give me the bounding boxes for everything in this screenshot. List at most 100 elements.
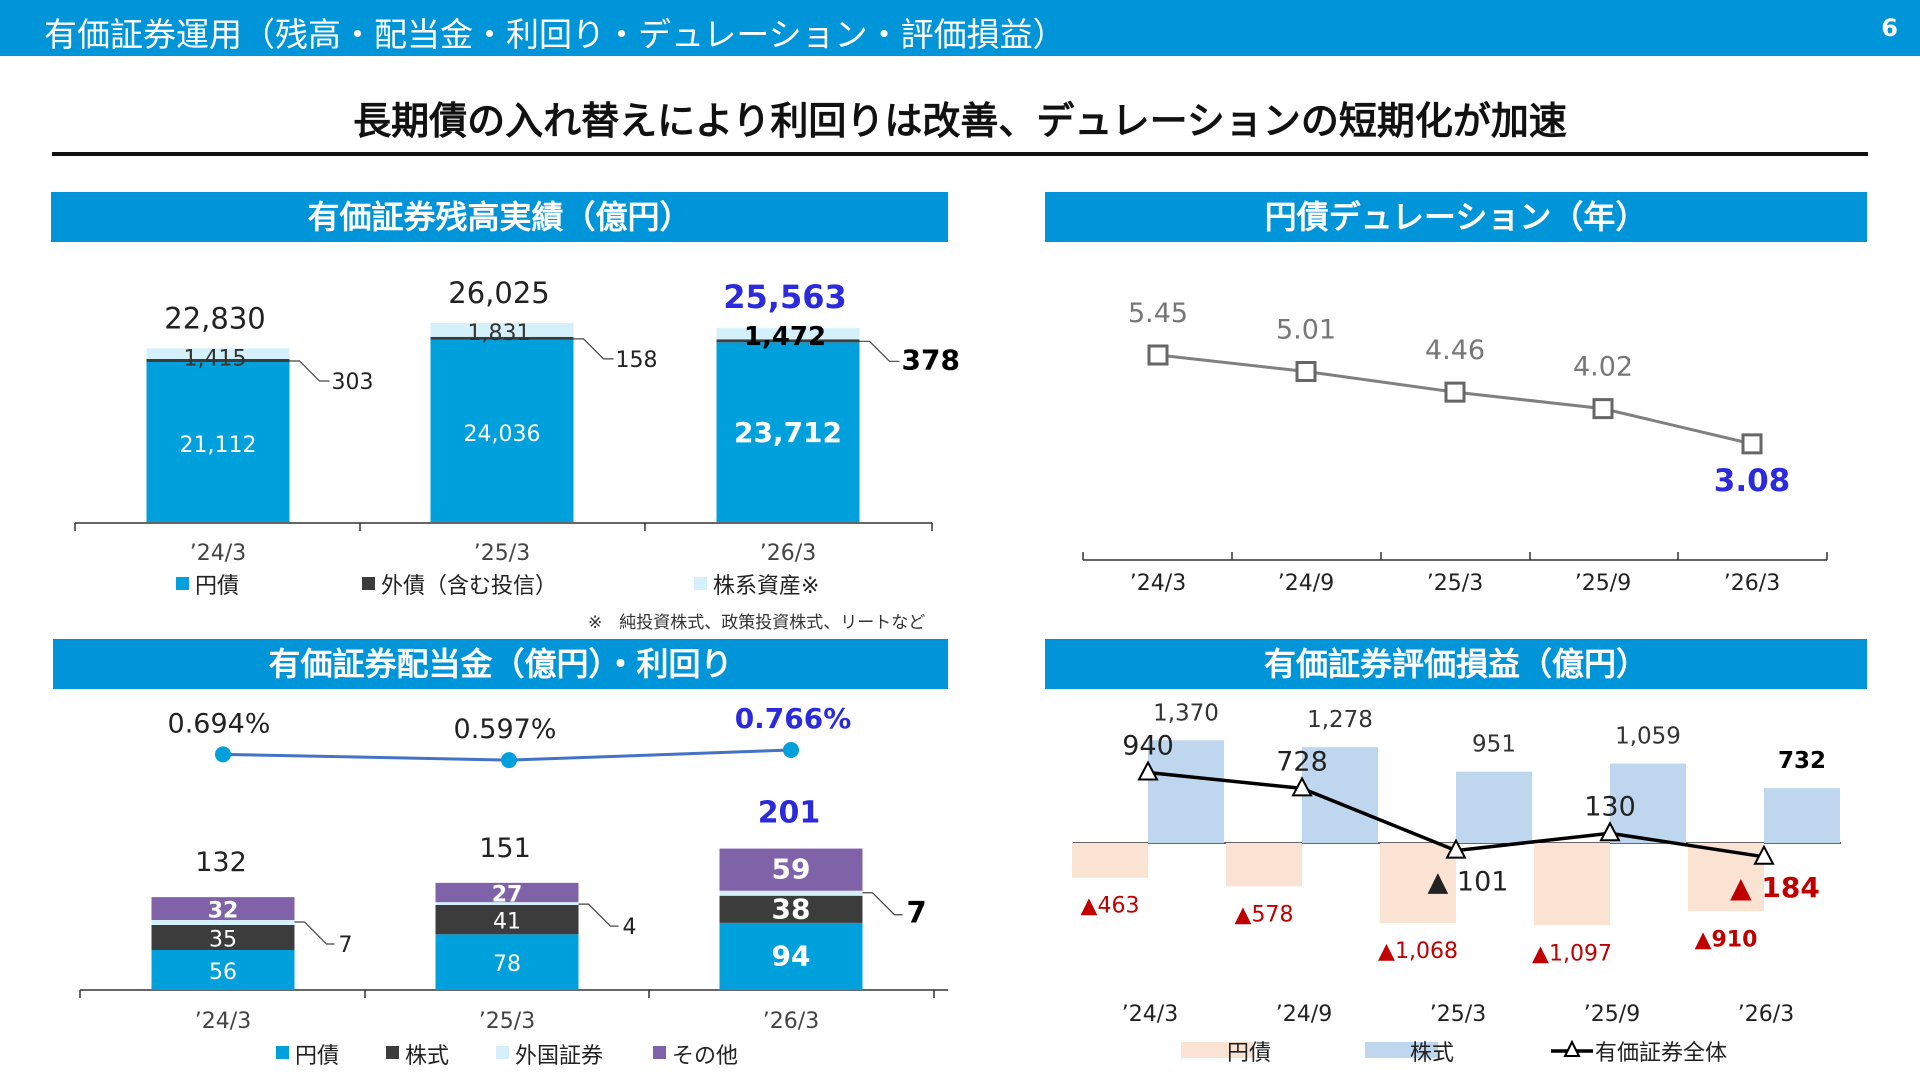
dividend-label-foreign: 7 <box>907 896 927 930</box>
page-number: 6 <box>1881 14 1898 42</box>
valuation-panel-title: 有価証券評価損益（億円） <box>1045 639 1867 689</box>
balance-legend-swatch <box>694 577 707 590</box>
balance-panel-title: 有価証券残高実績（億円） <box>51 192 948 242</box>
balance-label-equity: 1,415 <box>184 346 247 371</box>
dividend-label-yen-bond: 78 <box>493 952 521 977</box>
yield-value-label: 0.597% <box>454 714 557 745</box>
balance-bar-yen-bond <box>716 342 860 522</box>
balance-label-equity: 1,472 <box>744 322 826 352</box>
dividend-bar-other <box>719 848 863 891</box>
duration-x-tick-label: ’24/3 <box>1130 571 1186 596</box>
dividend-legend-label: 外国証券 <box>515 1044 603 1069</box>
valuation-label-yen-bond: ▲463 <box>1081 894 1140 919</box>
dividend-bar-foreign <box>435 902 579 905</box>
dividend-label-other: 32 <box>208 899 239 924</box>
balance-bar-yen-bond <box>146 362 290 522</box>
dividend-legend-label: 株式 <box>405 1044 449 1069</box>
duration-x-tick-label: ’26/3 <box>1724 571 1780 596</box>
valuation-total-label: ▲ 101 <box>1428 867 1509 898</box>
dividend-x-tick-label: ’24/3 <box>195 1009 251 1034</box>
balance-leader-line <box>289 360 330 382</box>
valuation-bar-equity <box>1764 788 1840 843</box>
yield-point <box>215 746 231 763</box>
dividend-label-stock: 35 <box>209 928 237 953</box>
dividend-legend-swatch <box>653 1046 666 1059</box>
valuation-total-label: 940 <box>1122 731 1174 762</box>
balance-label-yen-bond: 23,712 <box>734 416 842 449</box>
dividend-bar-stock <box>435 905 579 935</box>
dividend-leader-line <box>294 921 335 945</box>
duration-point <box>1741 433 1763 455</box>
valuation-bar-equity <box>1456 771 1532 843</box>
dividend-legend-label: その他 <box>672 1044 738 1069</box>
balance-bar-equity <box>716 328 860 340</box>
balance-label-equity: 1,831 <box>468 321 531 346</box>
dividend-label-other: 59 <box>772 853 811 886</box>
balance-bar-foreign-bond <box>716 339 860 343</box>
header-bar: 有価証券運用（残高・配当金・利回り・デュレーション・評価損益） 6 <box>0 0 1920 56</box>
dividend-bar-other <box>151 897 295 920</box>
dividend-legend-swatch <box>386 1046 399 1059</box>
valuation-label-equity: 732 <box>1778 748 1826 774</box>
dividend-label-total: 201 <box>758 796 821 831</box>
dividend-label-yen-bond: 56 <box>209 960 237 985</box>
duration-value-label: 3.08 <box>1714 463 1791 499</box>
dividend-label-foreign: 4 <box>623 915 637 940</box>
valuation-bar-yen-bond <box>1072 843 1148 878</box>
balance-bar-foreign-bond <box>146 359 290 362</box>
valuation-legend-label: 円債 <box>1227 1041 1271 1066</box>
dividend-bar-yen-bond <box>151 950 295 990</box>
dividend-legend-swatch <box>496 1046 509 1059</box>
valuation-x-tick-label: ’24/9 <box>1276 1002 1332 1027</box>
valuation-bar-yen-bond <box>1534 843 1610 926</box>
balance-x-tick-label: ’24/3 <box>190 541 246 566</box>
dividend-bar-stock <box>719 895 863 923</box>
dividend-legend-swatch <box>276 1046 289 1059</box>
valuation-total-point <box>1599 821 1621 842</box>
yield-point <box>783 742 799 758</box>
duration-x-tick-label: ’25/9 <box>1575 571 1631 596</box>
dividend-label-total: 151 <box>479 833 531 864</box>
valuation-legend-swatch-equity <box>1365 1042 1438 1058</box>
valuation-legend-swatch-yen <box>1181 1042 1253 1058</box>
dividend-x-tick-label: ’26/3 <box>763 1009 819 1034</box>
yield-point <box>501 752 517 769</box>
valuation-bar-yen-bond <box>1226 843 1302 887</box>
dividend-label-stock: 38 <box>772 892 811 925</box>
yield-value-label: 0.766% <box>735 702 852 735</box>
duration-value-label: 4.02 <box>1573 352 1633 383</box>
dividend-x-tick-label: ’25/3 <box>479 1009 535 1034</box>
duration-point <box>1295 361 1317 382</box>
balance-footnote: ※ 純投資株式、政策投資株式、リートなど <box>588 613 926 633</box>
dividend-bar-other <box>435 882 579 903</box>
valuation-label-equity: 1,278 <box>1307 707 1373 733</box>
valuation-total-label: 728 <box>1276 746 1328 777</box>
valuation-legend-label: 株式 <box>1410 1041 1454 1066</box>
valuation-legend-label: 有価証券全体 <box>1595 1041 1727 1066</box>
balance-legend-label: 株系資産※ <box>713 574 819 599</box>
valuation-total-point <box>1291 776 1313 797</box>
dividend-leader-line <box>578 903 619 927</box>
balance-label-foreign: 303 <box>332 370 374 395</box>
valuation-label-equity: 1,370 <box>1153 700 1219 726</box>
valuation-x-tick-label: ’24/3 <box>1122 1002 1178 1027</box>
balance-x-tick-label: ’25/3 <box>474 541 530 566</box>
valuation-label-yen-bond: ▲1,068 <box>1378 939 1458 964</box>
duration-point <box>1147 344 1169 366</box>
balance-bar-equity <box>146 348 290 359</box>
headline: 長期債の入れ替えにより利回りは改善、デュレーションの短期化が加速 <box>353 99 1567 143</box>
balance-bar-equity <box>430 322 574 337</box>
balance-label-foreign: 158 <box>616 348 658 373</box>
valuation-label-yen-bond: ▲1,097 <box>1532 941 1612 966</box>
valuation-x-tick-label: ’26/3 <box>1738 1002 1794 1027</box>
valuation-bar-equity <box>1610 763 1686 843</box>
valuation-x-tick-label: ’25/3 <box>1430 1002 1486 1027</box>
dividend-bar-yen-bond <box>435 934 579 990</box>
balance-label-total: 26,025 <box>448 276 549 310</box>
page-title: 有価証券運用（残高・配当金・利回り・デュレーション・評価損益） <box>44 15 1066 54</box>
duration-value-label: 5.01 <box>1276 315 1336 346</box>
dividend-bar-yen-bond <box>719 922 863 990</box>
dividend-label-yen-bond: 94 <box>772 939 811 972</box>
balance-leader-line <box>859 340 900 362</box>
